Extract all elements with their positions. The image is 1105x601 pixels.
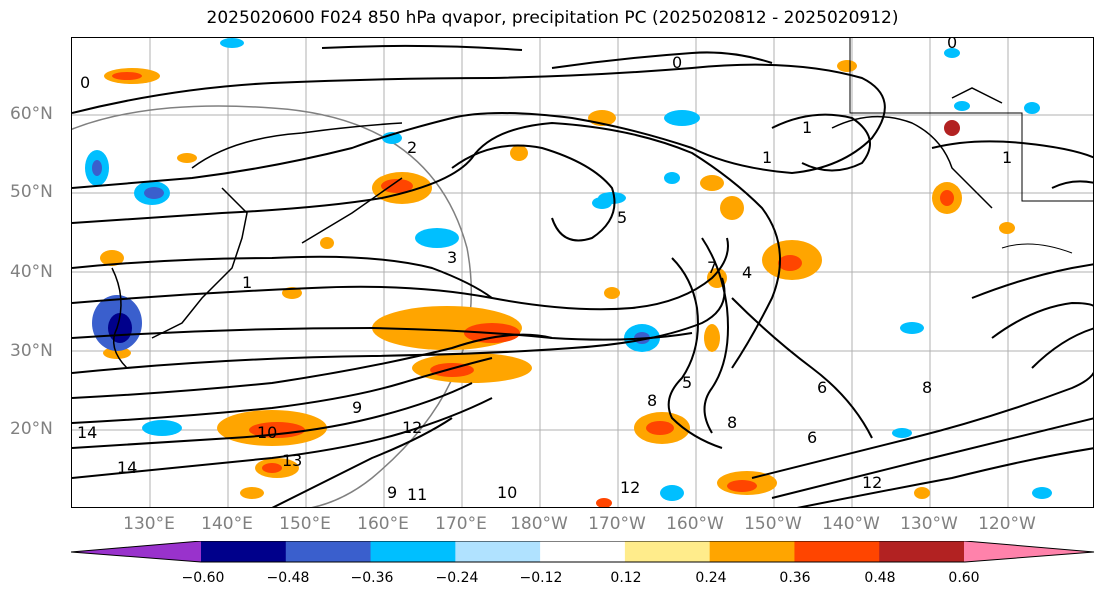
colorbar-tick: −0.24 bbox=[435, 570, 479, 586]
lat-label-20n: 20°N bbox=[10, 419, 53, 439]
contour-label: 0 bbox=[80, 73, 90, 92]
colorbar-tick: −0.12 bbox=[519, 570, 563, 586]
colorbar-segment bbox=[201, 541, 287, 562]
colorbar-tick: −0.36 bbox=[350, 570, 394, 586]
reference-circle bbox=[72, 105, 473, 507]
contour-label: 6 bbox=[807, 428, 817, 447]
lon-label-180w: 180°W bbox=[510, 514, 568, 534]
lon-label-120w: 120°W bbox=[978, 514, 1036, 534]
contour-label: 7 bbox=[707, 258, 717, 277]
contour-label-group: 0 0 0 1 1 1 1 2 3 4 5 5 6 6 7 8 8 8 9 9 … bbox=[77, 38, 1012, 504]
contour-label: 11 bbox=[407, 485, 427, 504]
contour-label: 8 bbox=[647, 391, 657, 410]
lat-label-50n: 50°N bbox=[10, 182, 53, 202]
coastlines bbox=[111, 87, 1003, 369]
lat-label-30n: 30°N bbox=[10, 341, 53, 361]
colorbar-segment bbox=[709, 541, 795, 562]
colorbar-tick: 0.60 bbox=[948, 570, 980, 586]
contour-label: 6 bbox=[817, 378, 827, 397]
contour-label: 14 bbox=[117, 458, 137, 477]
lon-label-140w: 140°W bbox=[822, 514, 880, 534]
contour-label: 2 bbox=[407, 138, 417, 157]
contour-label: 3 bbox=[447, 248, 457, 267]
lon-label-150w: 150°W bbox=[744, 514, 802, 534]
map-canvas: 0 0 0 1 1 1 1 2 3 4 5 5 6 6 7 8 8 8 9 9 … bbox=[72, 38, 1093, 507]
contour-label: 1 bbox=[802, 118, 812, 137]
colorbar-segment bbox=[370, 541, 456, 562]
contour-label: 1 bbox=[1002, 148, 1012, 167]
colorbar-outline bbox=[70, 540, 1095, 563]
lon-label-130w: 130°W bbox=[900, 514, 958, 534]
colorbar-tick: 0.12 bbox=[610, 570, 642, 586]
map-title: 2025020600 F024 850 hPa qvapor, precipit… bbox=[206, 8, 899, 28]
lon-label-160w: 160°W bbox=[666, 514, 724, 534]
lon-label-130e: 130°E bbox=[123, 514, 175, 534]
lat-label-40n: 40°N bbox=[10, 262, 53, 282]
contour-label: 0 bbox=[947, 38, 957, 52]
contour-label: 1 bbox=[242, 273, 252, 292]
lon-label-170e: 170°E bbox=[435, 514, 487, 534]
contour-label: 12 bbox=[620, 478, 640, 497]
contour-label: 12 bbox=[862, 473, 882, 492]
lon-label-160e: 160°E bbox=[357, 514, 409, 534]
colorbar-tick: 0.48 bbox=[864, 570, 896, 586]
lon-label-140e: 140°E bbox=[201, 514, 253, 534]
contour-label: 10 bbox=[257, 423, 277, 442]
contour-label: 5 bbox=[682, 373, 692, 392]
colorbar-extend-high bbox=[964, 541, 1094, 562]
lat-label-60n: 60°N bbox=[10, 104, 53, 124]
colorbar-svg bbox=[70, 540, 1095, 563]
contour-label: 4 bbox=[742, 263, 752, 282]
colorbar-segment bbox=[624, 541, 711, 562]
colorbar-segment bbox=[879, 541, 965, 562]
contour-label: 0 bbox=[672, 53, 682, 72]
contour-label: 5 bbox=[617, 208, 627, 227]
colorbar-tick: 0.36 bbox=[779, 570, 811, 586]
contour-label: 1 bbox=[762, 148, 772, 167]
contour-label: 8 bbox=[727, 413, 737, 432]
lon-label-170w: 170°W bbox=[588, 514, 646, 534]
precip-positive-areas bbox=[100, 60, 1015, 507]
colorbar-tick: −0.60 bbox=[181, 570, 225, 586]
map-panel: 0 0 0 1 1 1 1 2 3 4 5 5 6 6 7 8 8 8 9 9 … bbox=[71, 37, 1094, 508]
contour-label: 8 bbox=[922, 378, 932, 397]
contour-label: 9 bbox=[387, 483, 397, 502]
lon-label-150e: 150°E bbox=[279, 514, 331, 534]
colorbar-segment bbox=[540, 541, 626, 562]
contour-label: 10 bbox=[497, 483, 517, 502]
boundary-lines bbox=[849, 38, 1093, 254]
contour-label: 14 bbox=[77, 423, 97, 442]
colorbar-segment bbox=[285, 541, 372, 562]
contour-label: 12 bbox=[402, 418, 422, 437]
colorbar-extend-low bbox=[71, 541, 201, 562]
colorbar bbox=[70, 540, 1095, 567]
qvapor-contours bbox=[72, 44, 1093, 507]
colorbar-segments bbox=[71, 541, 1094, 562]
colorbar-tick: 0.24 bbox=[695, 570, 727, 586]
colorbar-segment bbox=[794, 541, 880, 562]
contour-label: 13 bbox=[282, 451, 302, 470]
contour-label: 9 bbox=[352, 398, 362, 417]
colorbar-segment bbox=[455, 541, 541, 562]
colorbar-tick: −0.48 bbox=[266, 570, 310, 586]
